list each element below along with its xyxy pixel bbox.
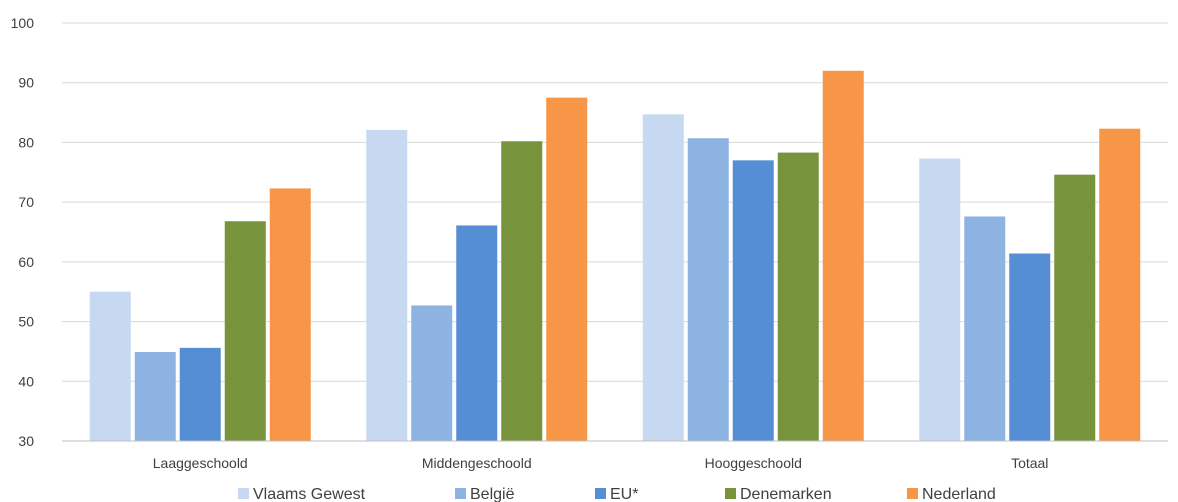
legend-label: Denemarken (740, 486, 832, 502)
bar (1054, 174, 1096, 441)
bar (777, 152, 819, 441)
y-tick-label: 100 (11, 15, 35, 31)
bar (224, 221, 266, 441)
y-tick-label: 30 (18, 433, 34, 449)
bar (546, 97, 588, 442)
y-tick-label: 60 (18, 254, 34, 270)
legend-label: EU* (610, 486, 638, 502)
legend-label: Nederland (922, 486, 996, 502)
bar (732, 160, 774, 442)
category-labels: Laaggeschoold Middengeschoold Hooggeschool… (153, 455, 1049, 471)
legend: Vlaams Gewest België EU* Denemarken Nederlan… (238, 486, 996, 502)
bar (134, 352, 176, 441)
bar (501, 141, 543, 441)
bar (964, 216, 1006, 441)
bars (89, 70, 1141, 442)
bar (179, 347, 221, 441)
y-tick-label: 70 (18, 194, 34, 210)
legend-swatch (455, 488, 466, 499)
bar (642, 114, 684, 441)
bar (456, 225, 498, 441)
bar (1009, 253, 1051, 441)
bar (919, 158, 961, 441)
x-tick-label: Laaggeschoold (153, 455, 248, 471)
bar (1099, 128, 1141, 442)
bar (822, 70, 864, 442)
legend-label: Vlaams Gewest (253, 486, 366, 502)
bar (411, 305, 453, 441)
legend-swatch (238, 488, 249, 499)
x-tick-label: Totaal (1011, 455, 1048, 471)
y-tick-label: 40 (18, 373, 34, 389)
legend-swatch (907, 488, 918, 499)
bar (89, 291, 131, 441)
y-tick-label: 90 (18, 75, 34, 91)
y-tick-label: 80 (18, 134, 34, 150)
legend-swatch (595, 488, 606, 499)
bar (366, 129, 408, 442)
y-tick-label: 50 (18, 314, 34, 330)
x-tick-label: Middengeschoold (422, 455, 532, 471)
legend-swatch (725, 488, 736, 499)
bar (687, 138, 729, 441)
x-tick-label: Hooggeschoold (705, 455, 802, 471)
y-axis-ticks: 30 40 50 60 70 80 90 100 (11, 15, 35, 449)
bar (269, 188, 311, 441)
legend-label: België (470, 486, 515, 502)
